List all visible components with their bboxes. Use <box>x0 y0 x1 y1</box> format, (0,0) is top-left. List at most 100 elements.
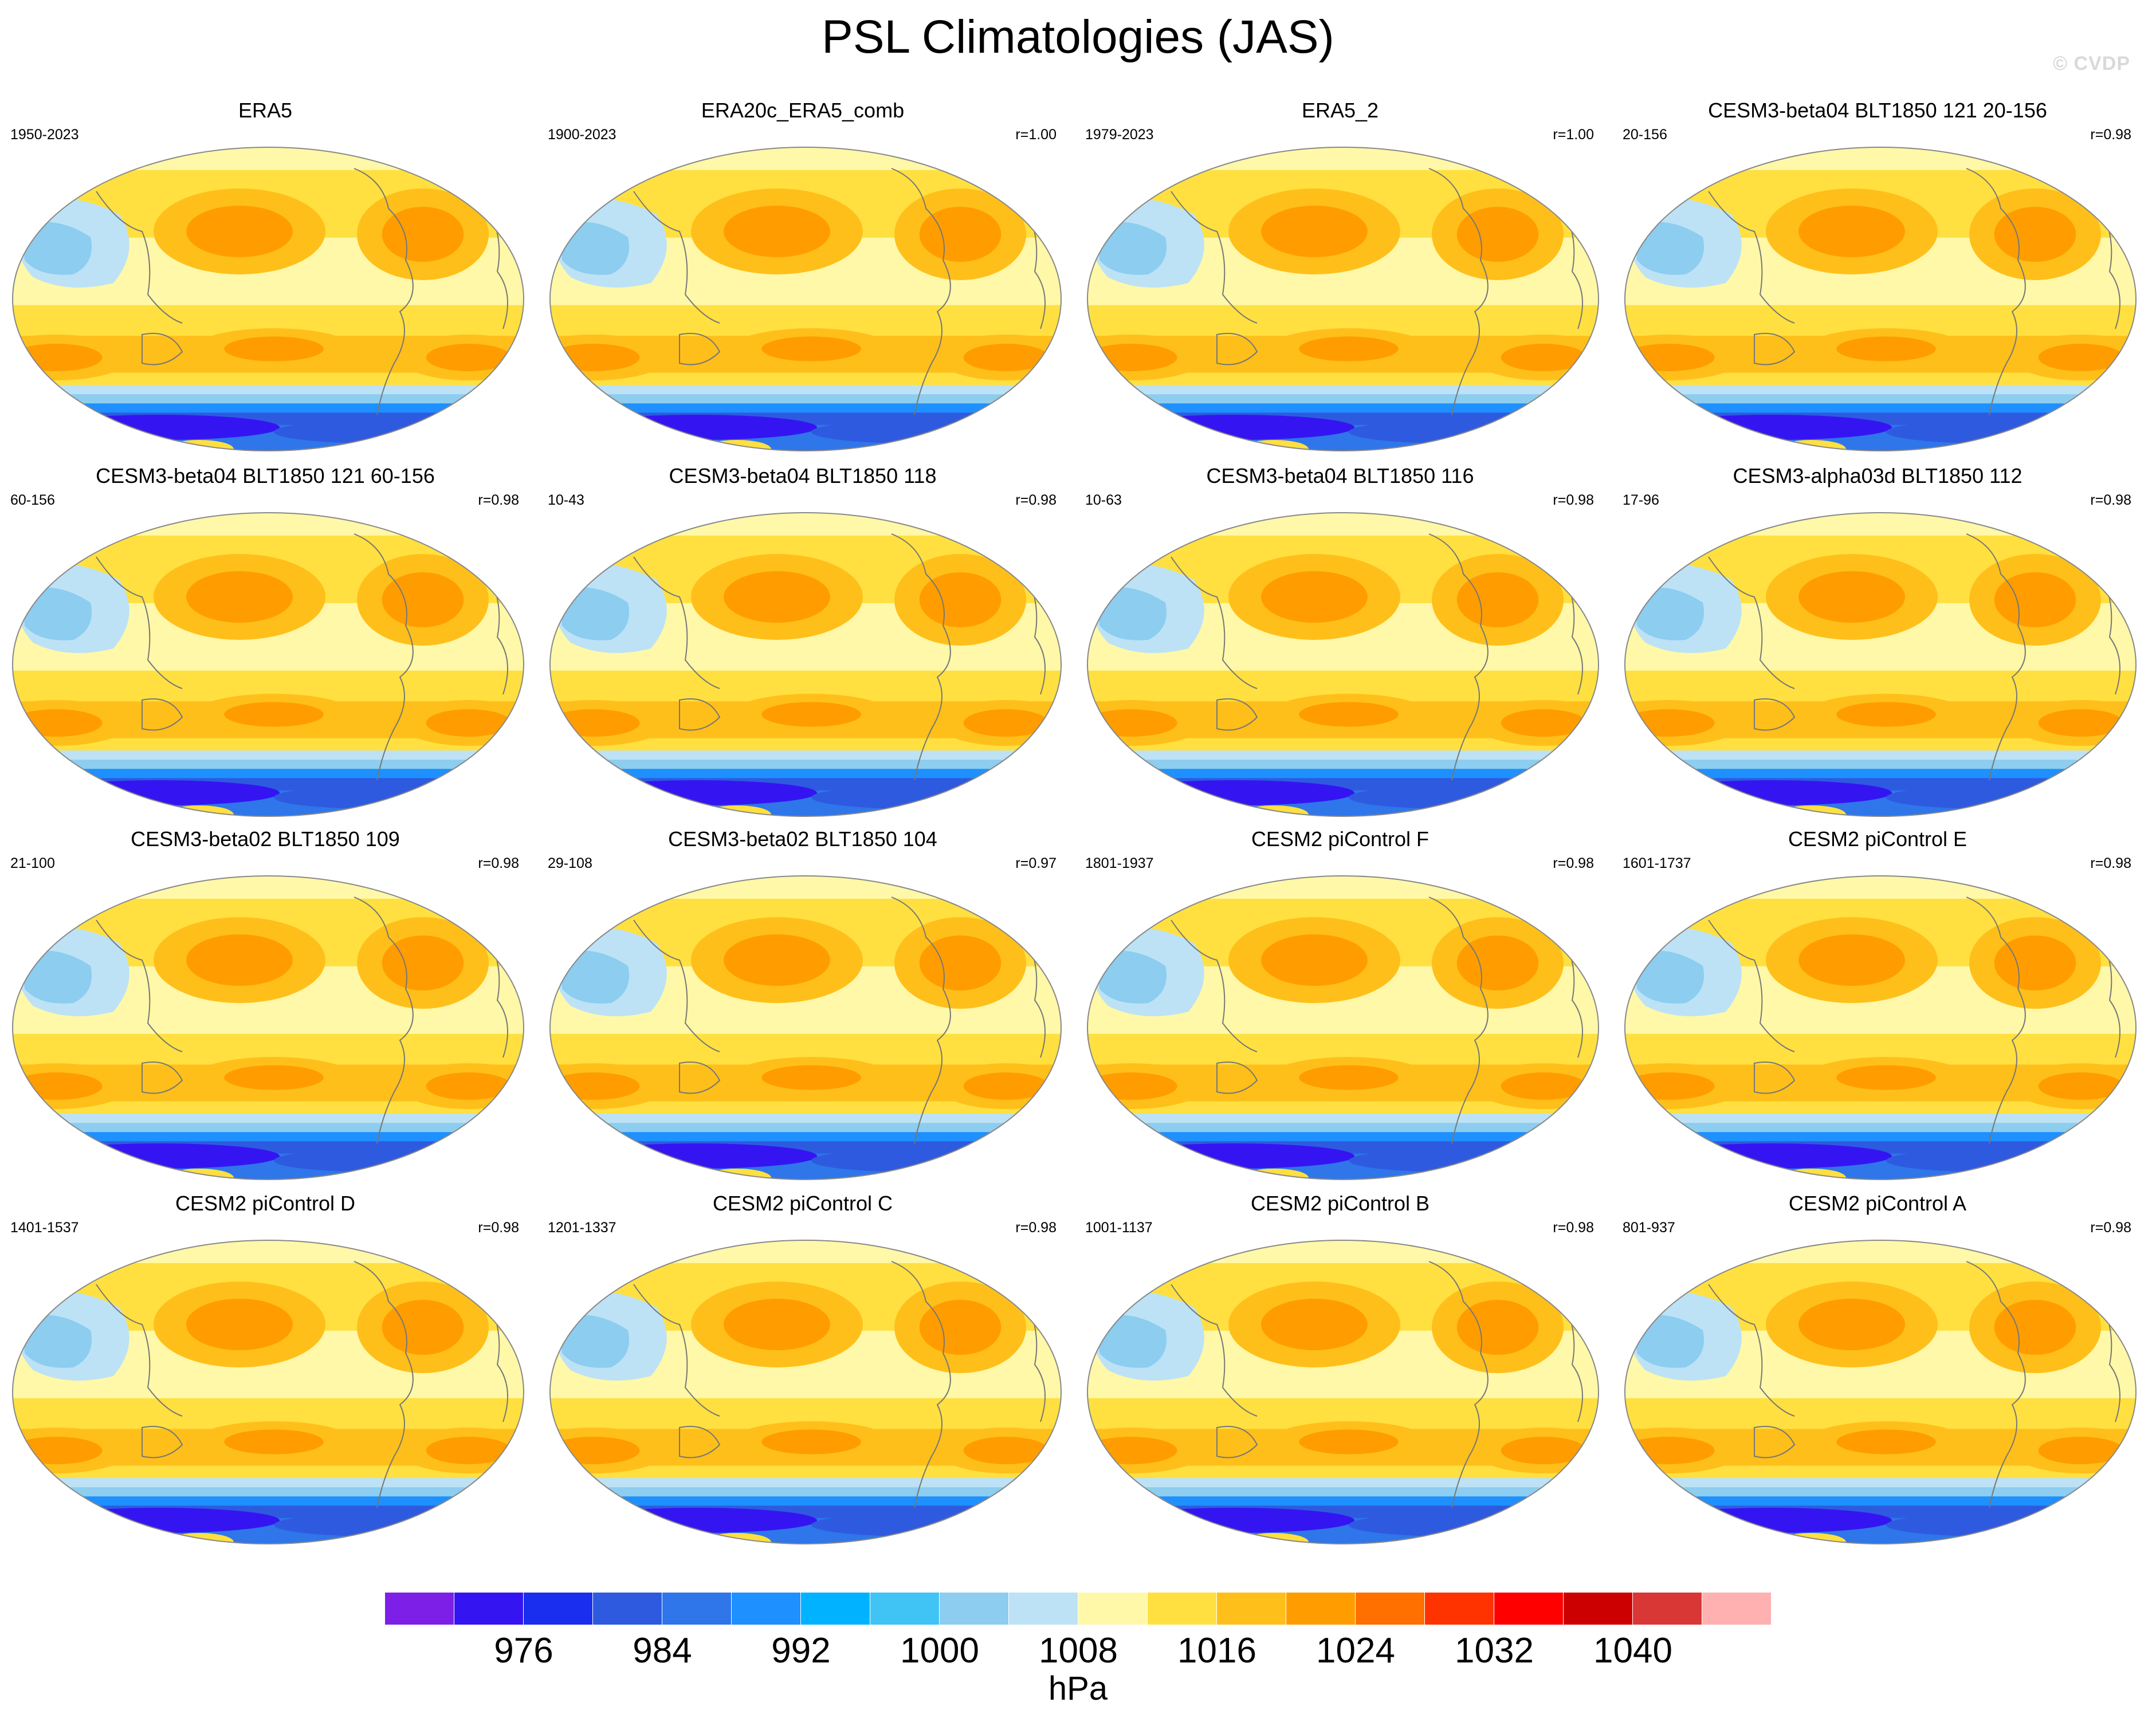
panel-years: 17-96 <box>1623 492 1659 508</box>
colorbar-tick-label: 992 <box>771 1631 831 1670</box>
map-panel: CESM3-beta04 BLT1850 121 20-156 20-156 r=0… <box>1617 97 2138 453</box>
psl-map <box>10 874 526 1181</box>
colorbar-tick-label: 1040 <box>1593 1631 1672 1670</box>
map-panel: CESM2 piControl C 1201-1337 r=0.98 <box>542 1190 1063 1546</box>
map-panel: CESM3-alpha03d BLT1850 112 17-96 r=0.98 <box>1617 463 2138 818</box>
panel-title: ERA20c_ERA5_comb <box>701 99 905 122</box>
colorbar-swatch <box>662 1593 732 1625</box>
panel-title: CESM2 piControl E <box>1788 827 1968 851</box>
panel-years: 1900-2023 <box>548 127 616 143</box>
panel-years: 1601-1737 <box>1623 855 1691 871</box>
panel-years: 10-43 <box>548 492 584 508</box>
panel-years: 1979-2023 <box>1085 127 1154 143</box>
colorbar-swatch <box>1148 1593 1217 1625</box>
psl-map <box>1085 511 1601 818</box>
panel-title: ERA5_2 <box>1301 99 1379 122</box>
panel-title: CESM3-beta04 BLT1850 121 60-156 <box>96 464 435 488</box>
map-panel: CESM2 piControl E 1601-1737 r=0.98 <box>1617 826 2138 1181</box>
colorbar-tick-label: 1000 <box>900 1631 979 1670</box>
psl-map <box>1623 146 2138 453</box>
map-panel: ERA20c_ERA5_comb 1900-2023 r=1.00 <box>542 97 1063 453</box>
map-panel: CESM2 piControl F 1801-1937 r=0.98 <box>1079 826 1601 1181</box>
panel-correlation: r=0.98 <box>1553 1220 1594 1236</box>
colorbar-tick-label: 1016 <box>1177 1631 1256 1670</box>
panel-correlation: r=1.00 <box>1015 127 1057 143</box>
psl-map <box>1623 874 2138 1181</box>
map-panel: CESM2 piControl B 1001-1137 r=0.98 <box>1079 1190 1601 1546</box>
colorbar-swatch <box>1286 1593 1356 1625</box>
colorbar-swatch <box>1009 1593 1078 1625</box>
colorbar-swatch <box>1356 1593 1425 1625</box>
colorbar-units-label: hPa <box>1048 1670 1108 1707</box>
colorbar-swatch <box>940 1593 1009 1625</box>
panel-title: CESM2 piControl B <box>1250 1192 1430 1215</box>
map-panel: ERA5 1950-2023 <box>5 97 526 453</box>
colorbar-swatch <box>1564 1593 1633 1625</box>
panel-years: 1401-1537 <box>10 1220 79 1236</box>
psl-map <box>1623 1239 2138 1546</box>
colorbar-ticks: 976 984 992 1000 1008 1016 1024 1032 1040 <box>385 1628 1772 1674</box>
psl-map <box>10 511 526 818</box>
psl-map <box>1085 146 1601 453</box>
psl-map <box>10 146 526 453</box>
panel-correlation: r=0.98 <box>478 855 519 871</box>
colorbar-tick-label: 976 <box>494 1631 553 1670</box>
colorbar-swatch <box>1217 1593 1286 1625</box>
colorbar-swatch <box>870 1593 940 1625</box>
panel-correlation: r=0.98 <box>1553 855 1594 871</box>
watermark: © CVDP <box>2053 53 2130 74</box>
panel-correlation: r=0.98 <box>2090 127 2131 143</box>
panel-correlation: r=0.98 <box>2090 1220 2131 1236</box>
colorbar-swatch <box>1078 1593 1148 1625</box>
panel-title: CESM2 piControl A <box>1788 1192 1967 1215</box>
colorbar-swatch <box>524 1593 593 1625</box>
map-panel: CESM2 piControl D 1401-1537 r=0.98 <box>5 1190 526 1546</box>
panel-years: 20-156 <box>1623 127 1667 143</box>
panel-years: 1201-1337 <box>548 1220 616 1236</box>
map-panel: CESM3-beta04 BLT1850 116 10-63 r=0.98 <box>1079 463 1601 818</box>
colorbar <box>385 1593 1772 1625</box>
panel-correlation: r=0.98 <box>2090 855 2131 871</box>
panel-years: 60-156 <box>10 492 55 508</box>
panel-title: CESM3-beta02 BLT1850 109 <box>131 827 400 851</box>
panel-title: CESM3-beta02 BLT1850 104 <box>668 827 937 851</box>
map-panel: ERA5_2 1979-2023 r=1.00 <box>1079 97 1601 453</box>
panel-years: 1001-1137 <box>1085 1220 1153 1236</box>
panel-years: 1950-2023 <box>10 127 79 143</box>
panel-correlation: r=0.98 <box>1553 492 1594 508</box>
colorbar-tick-label: 1024 <box>1316 1631 1395 1670</box>
figure-title: PSL Climatologies (JAS) <box>822 11 1334 63</box>
panel-title: CESM2 piControl D <box>175 1192 356 1215</box>
panel-title: CESM2 piControl F <box>1251 827 1430 851</box>
psl-map <box>10 1239 526 1546</box>
colorbar-swatch <box>1425 1593 1494 1625</box>
psl-map <box>548 146 1063 453</box>
map-panel: CESM3-beta02 BLT1850 109 21-100 r=0.98 <box>5 826 526 1181</box>
colorbar-swatch <box>1702 1593 1772 1625</box>
colorbar-swatch <box>1633 1593 1702 1625</box>
colorbar-swatch <box>732 1593 801 1625</box>
panel-years: 29-108 <box>548 855 592 871</box>
psl-map <box>548 874 1063 1181</box>
panel-correlation: r=0.98 <box>2090 492 2131 508</box>
colorbar-tick-label: 984 <box>633 1631 692 1670</box>
panel-title: CESM3-alpha03d BLT1850 112 <box>1733 464 2023 488</box>
colorbar-swatch <box>385 1593 454 1625</box>
colorbar-swatch <box>454 1593 524 1625</box>
panel-correlation: r=0.98 <box>478 492 519 508</box>
panel-title: ERA5 <box>238 99 293 122</box>
panel-correlation: r=0.98 <box>478 1220 519 1236</box>
colorbar-swatch <box>593 1593 662 1625</box>
map-panel: CESM3-beta04 BLT1850 118 10-43 r=0.98 <box>542 463 1063 818</box>
colorbar-swatch <box>1494 1593 1564 1625</box>
map-panel: CESM3-beta04 BLT1850 121 60-156 60-156 r=0… <box>5 463 526 818</box>
panel-correlation: r=1.00 <box>1553 127 1594 143</box>
psl-map <box>1085 1239 1601 1546</box>
panel-years: 21-100 <box>10 855 55 871</box>
panel-years: 801-937 <box>1623 1220 1675 1236</box>
panel-correlation: r=0.98 <box>1015 492 1057 508</box>
panel-title: CESM3-beta04 BLT1850 116 <box>1206 464 1474 488</box>
panel-correlation: r=0.97 <box>1015 855 1057 871</box>
panel-title: CESM3-beta04 BLT1850 118 <box>669 464 937 488</box>
panel-years: 10-63 <box>1085 492 1122 508</box>
